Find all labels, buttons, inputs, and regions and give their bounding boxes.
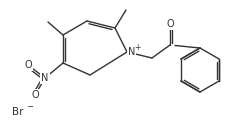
Text: N: N — [128, 47, 135, 57]
Text: O: O — [24, 60, 32, 70]
Text: O: O — [31, 90, 39, 100]
Text: N: N — [41, 73, 49, 83]
Text: −: − — [26, 103, 33, 112]
Text: O: O — [166, 19, 174, 29]
Text: Br: Br — [12, 107, 24, 117]
Text: +: + — [134, 43, 140, 51]
